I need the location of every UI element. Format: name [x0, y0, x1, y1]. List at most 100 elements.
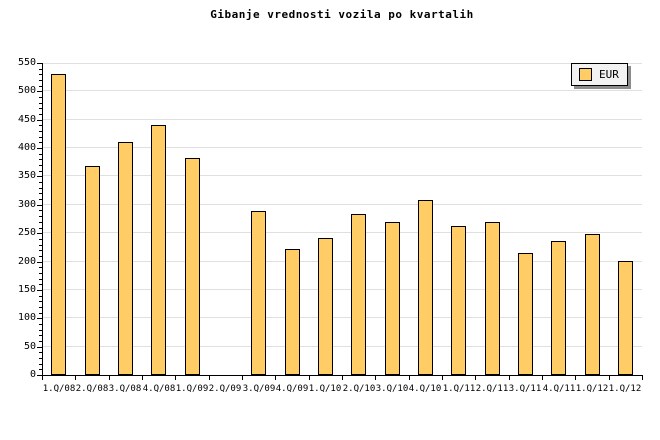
x-tick	[375, 376, 376, 380]
x-tick	[409, 376, 410, 380]
x-axis-label: 2.Q/10	[342, 384, 376, 394]
bar	[518, 253, 533, 375]
x-axis-label: 4.Q/11	[542, 384, 576, 394]
y-minor-tick	[39, 216, 42, 217]
y-minor-tick	[39, 330, 42, 331]
gridline	[43, 204, 642, 205]
y-axis-label: 100	[17, 312, 36, 323]
x-axis-label: 4.Q/08	[142, 384, 176, 394]
x-axis-label: 1.Q/12	[575, 384, 609, 394]
gridline	[43, 90, 642, 91]
bar	[185, 158, 200, 375]
y-minor-tick	[39, 125, 42, 126]
x-tick	[109, 376, 110, 380]
x-axis-label: 3.Q/10	[375, 384, 409, 394]
y-minor-tick	[39, 114, 42, 115]
legend: EUR	[571, 63, 628, 86]
y-minor-tick	[39, 182, 42, 183]
y-minor-tick	[39, 341, 42, 342]
gridline	[43, 346, 642, 347]
y-major-tick	[37, 262, 42, 263]
y-minor-tick	[39, 159, 42, 160]
y-minor-tick	[39, 165, 42, 166]
y-major-tick	[37, 120, 42, 121]
y-minor-tick	[39, 245, 42, 246]
x-axis-label: 2.Q/11	[475, 384, 509, 394]
x-tick	[542, 376, 543, 380]
y-minor-tick	[39, 131, 42, 132]
bar	[585, 234, 600, 375]
bar	[118, 142, 133, 375]
x-tick	[509, 376, 510, 380]
legend-label: EUR	[599, 68, 619, 81]
y-minor-tick	[39, 171, 42, 172]
bar	[85, 166, 100, 375]
gridline	[43, 317, 642, 318]
x-tick	[142, 376, 143, 380]
y-minor-tick	[39, 284, 42, 285]
y-minor-tick	[39, 301, 42, 302]
y-axis-label: 250	[17, 227, 36, 238]
y-axis-label: 0	[29, 369, 36, 380]
x-axis-label: 1.Q/12	[608, 384, 642, 394]
x-axis-label: 4.Q/09	[275, 384, 309, 394]
gridline	[43, 261, 642, 262]
x-tick	[242, 376, 243, 380]
y-minor-tick	[39, 267, 42, 268]
y-minor-tick	[39, 137, 42, 138]
y-axis-label: 400	[17, 142, 36, 153]
y-minor-tick	[39, 210, 42, 211]
x-tick	[342, 376, 343, 380]
y-minor-tick	[39, 74, 42, 75]
bar	[618, 261, 633, 375]
y-minor-tick	[39, 239, 42, 240]
y-major-tick	[37, 347, 42, 348]
x-tick	[442, 376, 443, 380]
y-minor-tick	[39, 324, 42, 325]
y-axis	[42, 63, 43, 376]
y-axis-label: 50	[23, 341, 36, 352]
x-tick	[309, 376, 310, 380]
bar	[451, 226, 466, 375]
y-minor-tick	[39, 296, 42, 297]
y-minor-tick	[39, 358, 42, 359]
x-tick	[475, 376, 476, 380]
y-major-tick	[37, 318, 42, 319]
y-minor-tick	[39, 369, 42, 370]
y-minor-tick	[39, 364, 42, 365]
x-tick	[75, 376, 76, 380]
y-major-tick	[37, 290, 42, 291]
y-minor-tick	[39, 250, 42, 251]
bar	[551, 241, 566, 375]
bar	[318, 238, 333, 375]
y-major-tick	[37, 91, 42, 92]
bar	[418, 200, 433, 375]
y-axis-label: 550	[17, 57, 36, 68]
y-minor-tick	[39, 199, 42, 200]
bar	[151, 125, 166, 375]
y-minor-tick	[39, 222, 42, 223]
y-axis-label: 300	[17, 199, 36, 210]
y-major-tick	[37, 176, 42, 177]
y-minor-tick	[39, 108, 42, 109]
x-axis-label: 3.Q/08	[108, 384, 142, 394]
y-minor-tick	[39, 335, 42, 336]
y-axis-label: 500	[17, 85, 36, 96]
x-tick	[175, 376, 176, 380]
x-axis-label: 1.Q/09	[175, 384, 209, 394]
y-minor-tick	[39, 279, 42, 280]
gridline	[43, 232, 642, 233]
y-major-tick	[37, 375, 42, 376]
x-axis-label: 3.Q/09	[242, 384, 276, 394]
x-axis-label: 1.Q/08	[42, 384, 76, 394]
bar	[51, 74, 66, 375]
chart-title: Gibanje vrednosti vozila po kvartalih	[210, 8, 474, 21]
y-major-tick	[37, 205, 42, 206]
legend-swatch-icon	[579, 68, 592, 81]
x-tick	[275, 376, 276, 380]
bar	[485, 222, 500, 375]
bar	[351, 214, 366, 375]
gridline	[43, 147, 642, 148]
y-axis-label: 150	[17, 284, 36, 295]
y-axis-label: 200	[17, 256, 36, 267]
